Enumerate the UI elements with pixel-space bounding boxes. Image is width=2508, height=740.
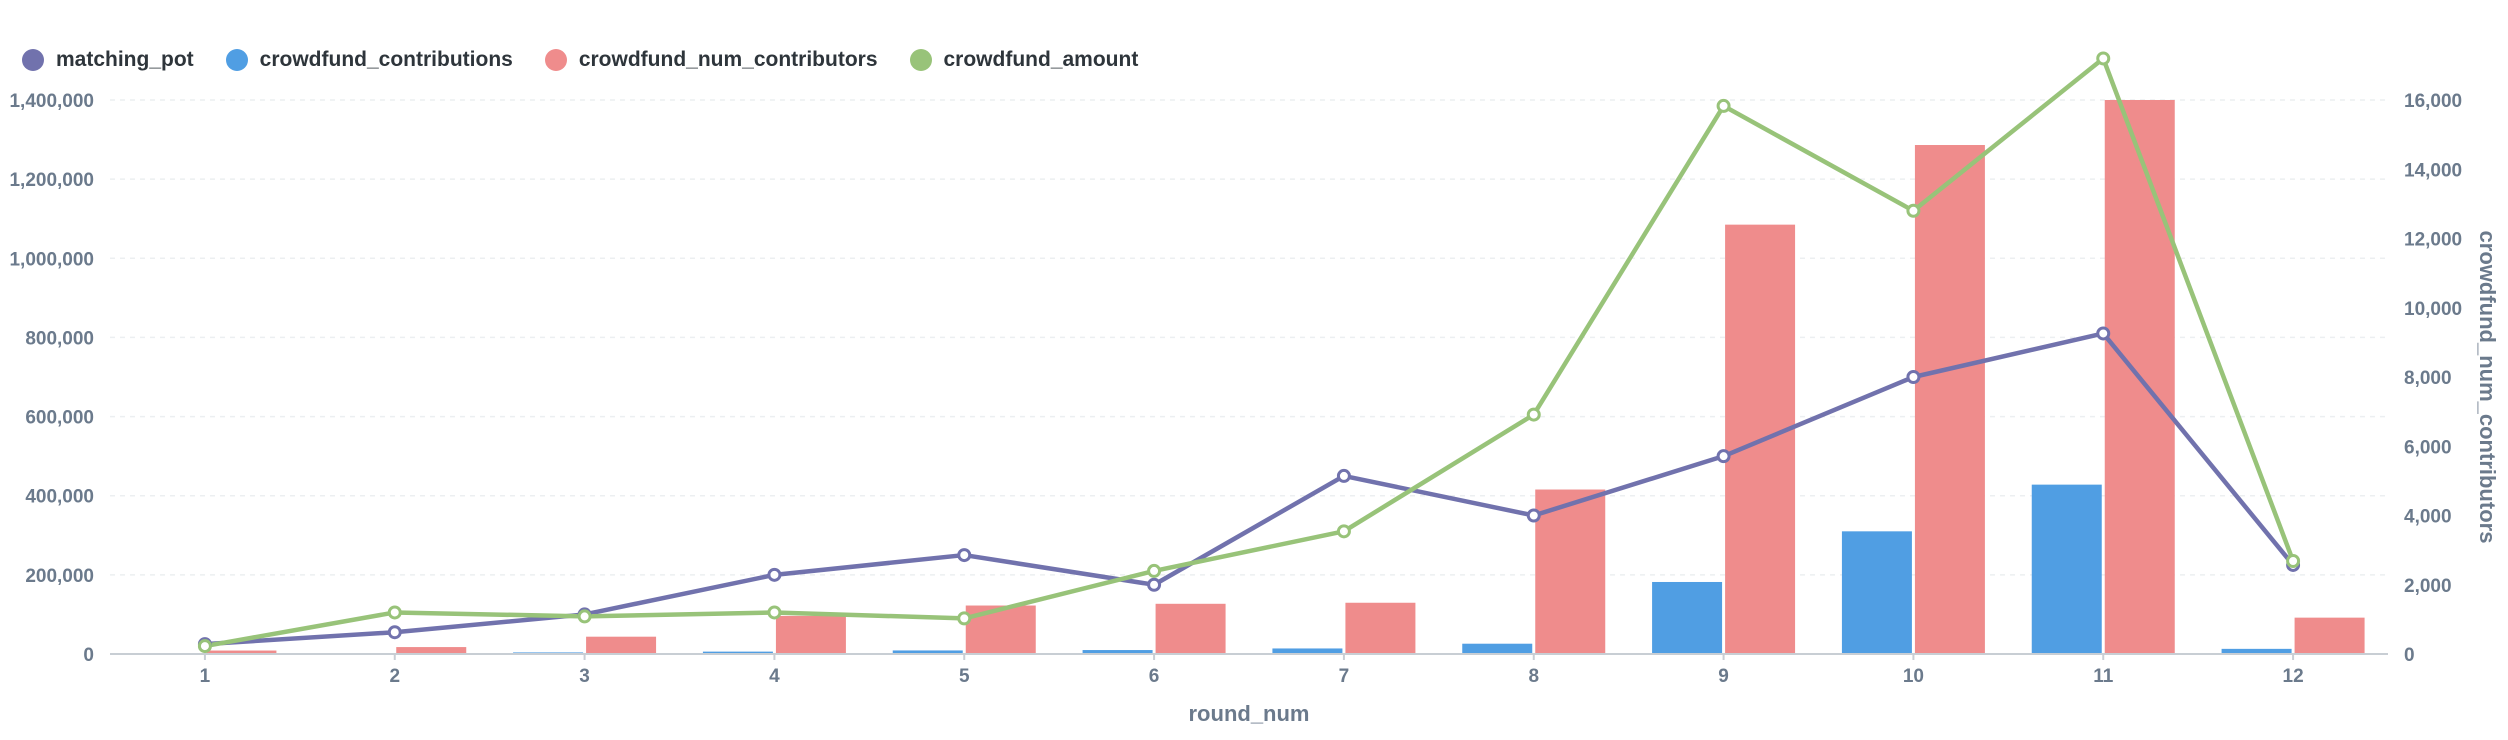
legend-label: matching_pot xyxy=(56,48,194,71)
bar-crowdfund-num-contributors xyxy=(1535,489,1606,654)
bar-crowdfund-contributions xyxy=(1841,531,1912,654)
right-y-tick-label: 14,000 xyxy=(2404,160,2462,181)
left-y-tick-label: 800,000 xyxy=(25,328,94,349)
point-crowdfund-amount xyxy=(387,605,402,620)
point-crowdfund-amount xyxy=(577,609,592,624)
x-tick-label: 9 xyxy=(1718,666,1729,687)
axes: 0 200,000 400,000 600,000 800,000 1,000,000 1,… xyxy=(9,91,2462,687)
point-crowdfund-amount xyxy=(2286,554,2301,569)
left-y-tick-label: 1,000,000 xyxy=(9,249,94,270)
left-y-tick-label: 1,200,000 xyxy=(9,170,94,191)
point-crowdfund-amount xyxy=(767,605,782,620)
left-y-tick-label: 200,000 xyxy=(25,566,94,587)
legend-swatch-crowdfund-amount xyxy=(909,49,932,71)
bar-crowdfund-contributions xyxy=(1652,581,1723,654)
line-series xyxy=(202,56,2296,649)
chart-legend: matching_pot crowdfund_contributions cro… xyxy=(22,48,1170,72)
point-crowdfund-amount xyxy=(1906,203,1921,218)
left-y-tick-label: 400,000 xyxy=(25,487,94,508)
x-tick-label: 3 xyxy=(579,666,590,687)
legend-item-matching-pot[interactable]: matching_pot xyxy=(22,48,194,72)
right-y-tick-label: 10,000 xyxy=(2404,299,2462,320)
bar-crowdfund-num-contributors xyxy=(775,615,846,654)
bar-crowdfund-contributions xyxy=(702,651,773,654)
bar-crowdfund-num-contributors xyxy=(396,647,467,654)
point-matching-pot xyxy=(1336,468,1351,483)
point-crowdfund-amount xyxy=(1336,524,1351,539)
right-y-tick-label: 8,000 xyxy=(2404,368,2452,389)
legend-item-crowdfund-num-contributors[interactable]: crowdfund_num_contributors xyxy=(544,48,878,72)
bar-crowdfund-num-contributors xyxy=(965,605,1036,654)
right-y-tick-label: 2,000 xyxy=(2404,576,2452,597)
x-tick-label: 6 xyxy=(1149,666,1160,687)
legend-swatch-crowdfund-num-contributors xyxy=(544,49,567,71)
right-y-tick-label: 12,000 xyxy=(2404,230,2462,251)
x-tick-label: 12 xyxy=(2283,666,2304,687)
bar-crowdfund-contributions xyxy=(2031,484,2102,654)
bar-crowdfund-contributions xyxy=(2221,648,2292,654)
bar-series xyxy=(133,100,2365,654)
bar-crowdfund-num-contributors xyxy=(2294,617,2365,654)
point-matching-pot xyxy=(1716,449,1731,464)
line-crowdfund-amount xyxy=(202,56,2296,649)
legend-item-crowdfund-contributions[interactable]: crowdfund_contributions xyxy=(225,48,513,72)
legend-swatch-matching-pot xyxy=(22,49,44,71)
right-y-tick-label: 6,000 xyxy=(2404,437,2452,458)
x-tick-label: 10 xyxy=(1903,666,1924,687)
point-crowdfund-amount xyxy=(2096,51,2111,66)
bar-crowdfund-num-contributors xyxy=(1155,603,1226,654)
bar-crowdfund-num-contributors xyxy=(586,636,657,654)
point-matching-pot xyxy=(1906,370,1921,384)
left-y-tick-label: 600,000 xyxy=(25,408,94,429)
legend-label: crowdfund_contributions xyxy=(259,48,513,71)
x-tick-label: 2 xyxy=(389,666,400,687)
x-tick-label: 5 xyxy=(959,666,970,687)
point-matching-pot xyxy=(957,548,972,563)
bar-crowdfund-contributions xyxy=(892,650,963,654)
x-tick-label: 4 xyxy=(769,666,780,687)
x-tick-label: 11 xyxy=(2093,666,2114,687)
bar-crowdfund-num-contributors xyxy=(206,650,277,654)
point-crowdfund-amount xyxy=(1147,563,1162,578)
right-y-axis-title: crowdfund_num_contributors xyxy=(2475,231,2500,544)
point-crowdfund-amount xyxy=(197,639,212,654)
point-crowdfund-amount xyxy=(957,611,972,626)
right-y-tick-label: 0 xyxy=(2404,645,2415,666)
bar-crowdfund-num-contributors xyxy=(1345,602,1416,654)
point-matching-pot xyxy=(2096,326,2111,341)
x-tick-label: 8 xyxy=(1528,666,1539,687)
point-matching-pot xyxy=(387,625,402,640)
bar-crowdfund-contributions xyxy=(1462,643,1533,654)
bar-crowdfund-contributions xyxy=(1272,648,1343,654)
right-y-tick-label: 16,000 xyxy=(2404,91,2462,112)
bar-crowdfund-contributions xyxy=(1082,650,1153,654)
point-crowdfund-amount xyxy=(1526,407,1541,422)
line-points xyxy=(197,51,2301,654)
x-axis-title: round_num xyxy=(1189,701,1310,726)
point-matching-pot xyxy=(1147,577,1162,592)
legend-label: crowdfund_num_contributors xyxy=(578,48,878,71)
point-matching-pot xyxy=(1526,508,1541,523)
x-tick-label: 7 xyxy=(1339,666,1350,687)
legend-item-crowdfund-amount[interactable]: crowdfund_amount xyxy=(909,48,1139,72)
point-crowdfund-amount xyxy=(1716,98,1731,113)
point-matching-pot xyxy=(767,567,782,582)
left-y-tick-label: 1,400,000 xyxy=(9,91,94,112)
legend-swatch-crowdfund-contributions xyxy=(225,49,248,71)
bar-crowdfund-num-contributors xyxy=(1914,145,1985,654)
right-y-tick-label: 4,000 xyxy=(2404,507,2452,528)
x-tick-label: 1 xyxy=(200,666,211,687)
left-y-tick-label: 0 xyxy=(83,645,94,666)
legend-label: crowdfund_amount xyxy=(943,48,1139,71)
